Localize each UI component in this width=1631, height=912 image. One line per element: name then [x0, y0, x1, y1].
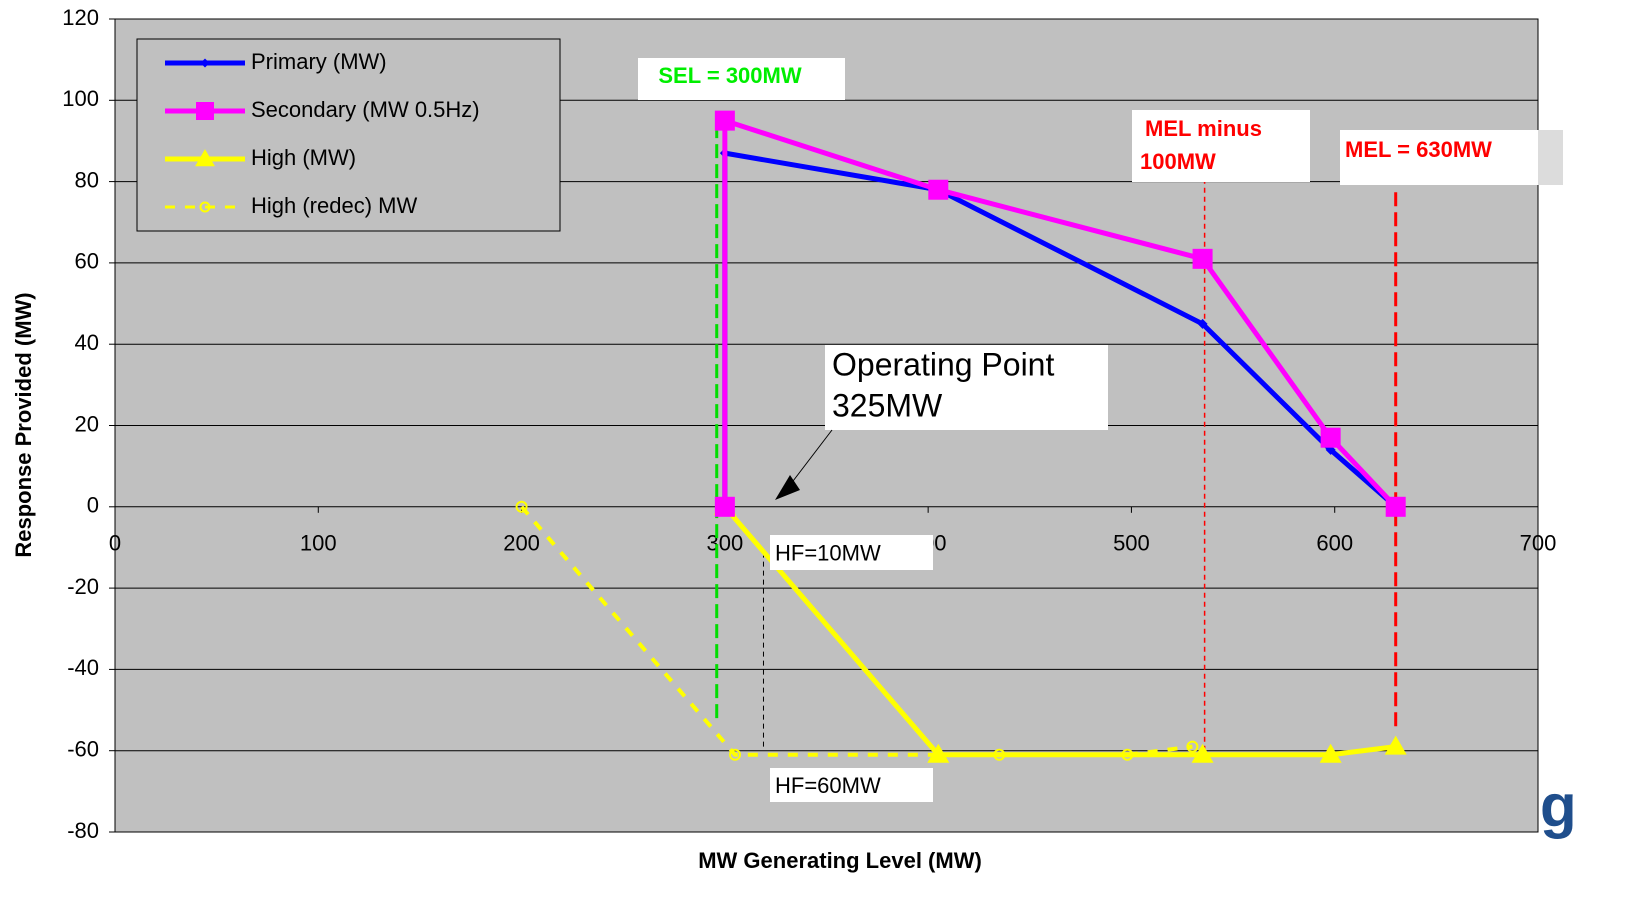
- marker: [714, 110, 735, 131]
- y-tick-label: -20: [67, 574, 99, 599]
- y-tick-label: 40: [75, 330, 99, 355]
- arrow-line: [789, 429, 833, 486]
- x-tick-label: 500: [1113, 531, 1150, 556]
- x-axis-title: MW Generating Level (MW): [698, 848, 982, 873]
- marker: [200, 58, 210, 68]
- marker: [196, 102, 214, 120]
- legend-label: Secondary (MW 0.5Hz): [251, 97, 480, 122]
- legend-box: [136, 38, 561, 232]
- annotation: Operating Point: [832, 346, 1054, 382]
- marker: [1197, 318, 1208, 329]
- y-tick-label: 0: [87, 493, 99, 518]
- legend-label: High (redec) MW: [251, 193, 417, 218]
- annotation: 100MW: [1140, 149, 1216, 174]
- marker: [729, 748, 742, 761]
- y-tick-label: 20: [75, 411, 99, 436]
- x-tick-label: 0: [109, 531, 121, 556]
- series-1: [714, 110, 1406, 517]
- line: [722, 117, 1398, 509]
- y-tick-label: 80: [75, 167, 99, 192]
- marker: [1186, 740, 1199, 753]
- legend-label: Primary (MW): [251, 49, 387, 74]
- x-tick-label: 700: [1520, 531, 1557, 556]
- y-tick-label: 120: [62, 5, 99, 30]
- annotation-box: [770, 535, 933, 570]
- marker: [1384, 735, 1407, 755]
- logo: g: [1540, 772, 1577, 839]
- marker: [927, 743, 950, 763]
- x-tick-label: 600: [1316, 531, 1353, 556]
- marker: [714, 496, 735, 517]
- marker: [1319, 743, 1342, 763]
- x-tick-label: 200: [503, 531, 540, 556]
- annotation-box: [825, 345, 1108, 430]
- annotation: HF=60MW: [775, 773, 881, 798]
- y-tick-label: -60: [67, 737, 99, 762]
- marker: [1192, 248, 1213, 269]
- arrow-head: [775, 475, 800, 500]
- annotation-box: [1340, 130, 1563, 185]
- marker: [515, 500, 528, 513]
- marker: [199, 201, 211, 213]
- y-axis-title: Response Provided (MW): [11, 292, 36, 557]
- line: [520, 505, 1193, 757]
- annotation: 325MW: [832, 387, 943, 423]
- marker: [1385, 496, 1406, 517]
- annotation-box: [638, 58, 845, 100]
- annotation: HF=10MW: [775, 540, 881, 565]
- x-tick-label: 300: [706, 531, 743, 556]
- y-tick-label: 100: [62, 86, 99, 111]
- marker: [1191, 743, 1214, 763]
- annotation: MEL minus: [1145, 116, 1262, 141]
- annotation: SEL = 300MW: [658, 63, 801, 88]
- annotation-box: [770, 768, 933, 802]
- annotation: MEL = 630MW: [1345, 137, 1492, 162]
- marker: [195, 149, 215, 167]
- y-tick-label: 60: [75, 249, 99, 274]
- y-tick-label: -40: [67, 655, 99, 680]
- annotation-box-edge: [1538, 130, 1563, 185]
- annotation-box: [1132, 110, 1310, 182]
- x-tick-label: 100: [300, 531, 337, 556]
- marker: [928, 179, 949, 200]
- reference-lines: [715, 128, 1398, 751]
- legend-label: High (MW): [251, 145, 356, 170]
- legend: Primary (MW) Secondary (MW 0.5Hz) High (MW…: [136, 38, 561, 232]
- marker: [1320, 427, 1341, 448]
- series: [515, 110, 1407, 763]
- y-tick-label: -80: [67, 818, 99, 843]
